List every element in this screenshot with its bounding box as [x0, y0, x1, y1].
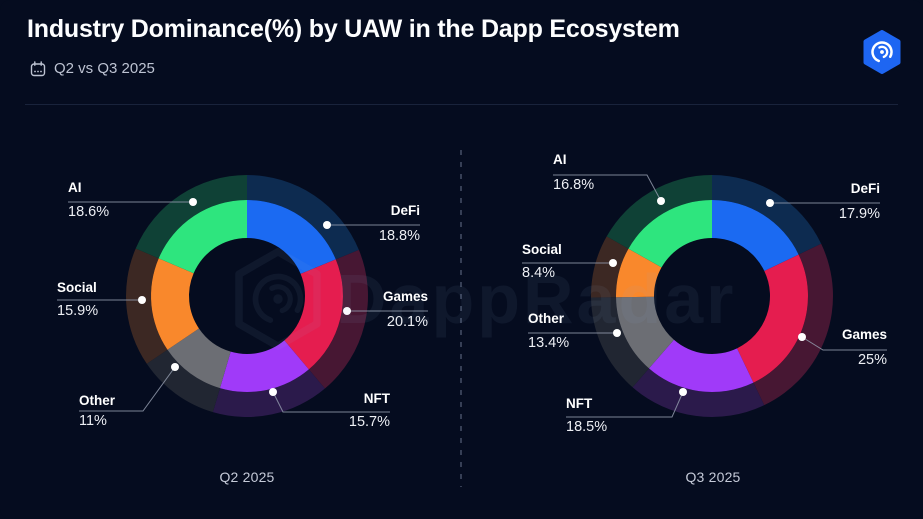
q2-defi-value: 18.8% [378, 228, 420, 244]
q2-leader-dot-games [343, 307, 351, 315]
q2-nft-label: NFT [363, 391, 390, 406]
q2-donut-segment-nft [219, 340, 309, 393]
q3-donut-segment-games [737, 254, 808, 383]
q2-donut-outer-social [126, 248, 168, 364]
q2-social-label: Social [57, 280, 97, 295]
q2-ai-value: 18.6% [68, 204, 110, 220]
q3-ai-value: 16.8% [553, 177, 595, 193]
q2-chart-caption: Q2 2025 [219, 469, 275, 485]
q3-ai-label: AI [553, 152, 567, 167]
q3-leader-dot-other [613, 329, 621, 337]
q2-defi-label: DeFi [390, 203, 420, 218]
q2-donut-segment-other [167, 328, 231, 389]
dappradar-logo-icon [862, 30, 902, 74]
q2-ai-label: AI [68, 180, 82, 195]
q2-donut-segment-social [151, 258, 199, 350]
q3-donut-segment-ai [628, 200, 712, 268]
q3-games-value: 25% [857, 352, 887, 368]
q2-leader-line-nft [272, 391, 390, 413]
q2-leader-dot-ai [189, 198, 197, 206]
q3-leader-line-games [801, 336, 887, 351]
q2-leader-dot-defi [323, 221, 331, 229]
q3-donut-segment-social [615, 248, 662, 298]
calendar-icon [30, 60, 46, 76]
q3-defi-value: 17.9% [838, 206, 880, 222]
q3-donut-segment-other [616, 296, 674, 369]
q2-leader-dot-social [138, 296, 146, 304]
q2-donut-outer-ai [135, 175, 247, 259]
q3-leader-dot-social [609, 259, 617, 267]
q3-donut-outer-defi [712, 175, 822, 255]
q3-defi-label: DeFi [850, 181, 880, 196]
q2-donut-segment-ai [158, 200, 247, 274]
q2-leader-dot-nft [269, 388, 277, 396]
q3-leader-dot-ai [657, 197, 665, 205]
q3-donut-outer-other [591, 297, 649, 388]
page-title: Industry Dominance(%) by UAW in the Dapp… [27, 15, 680, 43]
q2-donut-outer-games [308, 249, 368, 389]
q2-donut-segment-games [284, 259, 343, 370]
q2-games-label: Games [382, 289, 428, 304]
q3-leader-dot-games [798, 333, 806, 341]
q2-leader-dot-other [171, 363, 179, 371]
q3-chart-caption: Q3 2025 [685, 469, 741, 485]
q3-leader-dot-nft [679, 388, 687, 396]
q3-social-label: Social [522, 242, 562, 257]
q2-other-value: 11% [79, 413, 107, 429]
q2-nft-value: 15.7% [348, 414, 390, 430]
q3-nft-value: 18.5% [566, 419, 608, 435]
q3-nft-label: NFT [566, 396, 593, 411]
q2-donut-outer-defi [247, 175, 359, 260]
q2-leader-line-other [79, 366, 176, 412]
q3-donut-segment-nft [648, 339, 754, 392]
q2-other-label: Other [79, 393, 116, 408]
q3-donut-segment-defi [712, 200, 799, 271]
q2-games-value: 20.1% [386, 314, 428, 330]
q3-leader-line-ai [553, 174, 662, 202]
q2-donut-outer-other [146, 349, 220, 413]
q3-other-value: 13.4% [528, 335, 570, 351]
q2-social-value: 15.9% [57, 303, 99, 319]
q3-leader-line-nft [566, 391, 684, 418]
header-divider [25, 104, 898, 105]
q3-donut-outer-games [753, 243, 833, 406]
q2-donut-outer-nft [212, 369, 325, 417]
q2-donut-segment-defi [247, 200, 336, 274]
q3-donut-outer-nft [632, 368, 765, 418]
q3-games-label: Games [841, 327, 887, 342]
period-subtitle-label: Q2 vs Q3 2025 [54, 60, 155, 77]
q3-social-value: 8.4% [522, 265, 556, 281]
q3-leader-dot-defi [766, 199, 774, 207]
q3-donut-outer-ai [606, 175, 712, 249]
q3-donut-outer-social [591, 236, 629, 298]
q3-other-label: Other [528, 311, 565, 326]
period-subtitle: Q2 vs Q3 2025 [30, 60, 155, 77]
